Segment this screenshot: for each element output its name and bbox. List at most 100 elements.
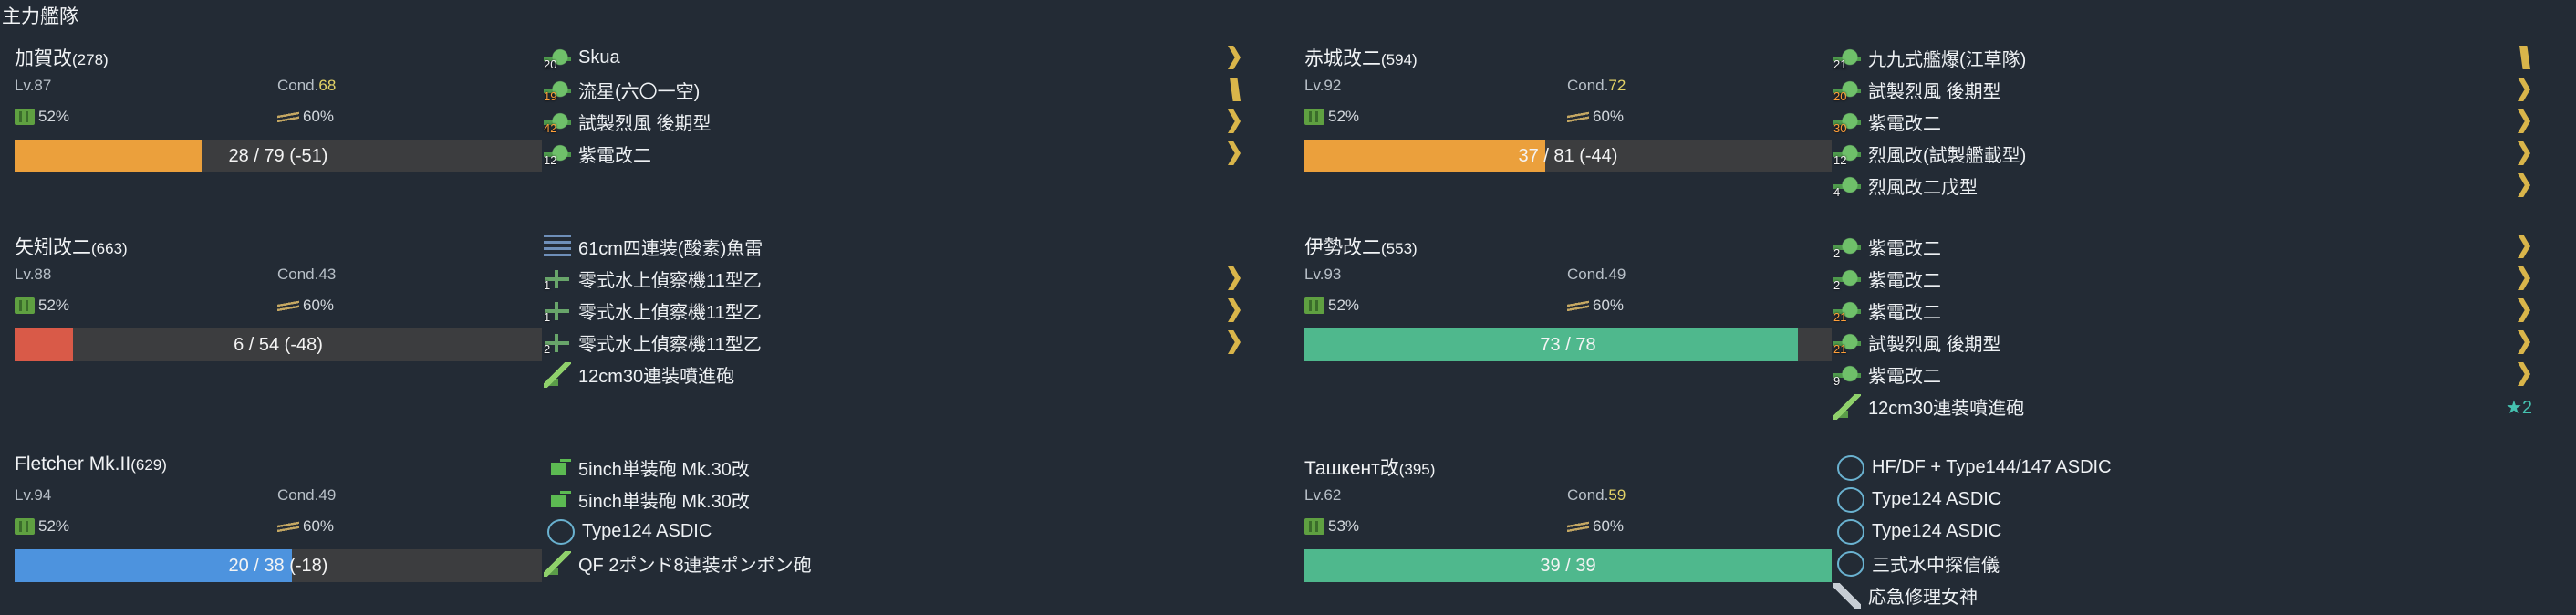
equipment-slot[interactable]: 20 試製烈風 後期型 <box>1833 74 2536 106</box>
equipment-name: 烈風改二戊型 <box>1868 178 1978 198</box>
ship-card[interactable]: 矢矧改二(663) Lv.88 Cond.43 52% 60% 6 / 54 (… <box>0 189 1286 388</box>
fuel-status: 52% <box>1304 297 1359 315</box>
slot-count: 21 <box>1833 309 1847 324</box>
ship-name[interactable]: 矢矧改二(663) <box>15 233 128 260</box>
cond-value: 43 <box>318 266 337 283</box>
equipment-slot[interactable]: 1 零式水上偵察機11型乙 <box>544 295 1246 327</box>
ammo-icon <box>277 300 299 311</box>
equipment-slot[interactable]: 20 Skua <box>544 42 1246 74</box>
equipment-slot[interactable]: 5inch単装砲 Mk.30改 <box>544 484 1246 516</box>
ship-name-text: 加賀改 <box>15 48 72 69</box>
equipment-name: QF 2ポンド8連装ポンポン砲 <box>578 556 812 576</box>
equipment-slot[interactable]: 21 試製烈風 後期型 <box>1833 327 2536 359</box>
equipment-slot[interactable]: Type124 ASDIC <box>1833 484 2536 516</box>
fuel-status: 52% <box>1304 108 1359 126</box>
equipment-slot[interactable]: 4 烈風改二戊型 <box>1833 170 2536 202</box>
equipment-name: 応急修理女神 <box>1868 588 1978 608</box>
equipment-name: 烈風改(試製艦載型) <box>1868 146 2027 166</box>
equipment-slot[interactable]: 2 紫電改二 <box>1833 231 2536 263</box>
equipment-slot[interactable]: 1 零式水上偵察機11型乙 <box>544 263 1246 295</box>
ship-name-text: 伊勢改二 <box>1304 237 1381 258</box>
equipment-slot[interactable]: 42 試製烈風 後期型 <box>544 106 1246 138</box>
hp-bar: 6 / 54 (-48) <box>15 328 542 361</box>
equipment-slot[interactable]: 21 九九式艦爆(江草隊) <box>1833 42 2536 74</box>
ship-level: Lv.93 <box>1304 266 1342 283</box>
equipment-slot[interactable]: Type124 ASDIC <box>544 516 1246 547</box>
equipment-slot[interactable]: 19 流星(六〇一空) <box>544 74 1246 106</box>
proficiency-chevron-icon <box>1228 298 1241 322</box>
equipment-slot[interactable]: 9 紫電改二 <box>1833 359 2536 391</box>
equipment-slot[interactable]: 12cm30連装噴進砲 ★2 <box>1833 391 2536 422</box>
equipment-slot[interactable]: 12cm30連装噴進砲 <box>544 359 1246 391</box>
equipment-name: 零式水上偵察機11型乙 <box>578 271 762 291</box>
hp-bar-fill <box>1304 140 1546 172</box>
hp-bar: 73 / 78 <box>1304 328 1832 361</box>
ship-name-text: 矢矧改二 <box>15 237 91 258</box>
ship-name[interactable]: 加賀改(278) <box>15 44 109 71</box>
ship-name[interactable]: Fletcher Mk.II(629) <box>15 453 167 475</box>
hp-bar: 28 / 79 (-51) <box>15 140 542 172</box>
slot-count: 12 <box>1833 152 1847 167</box>
ammo-value: 60% <box>303 297 335 314</box>
equipment-name: 試製烈風 後期型 <box>1868 335 2001 355</box>
proficiency-bar-icon <box>2519 46 2530 69</box>
proficiency-chevron-icon <box>1228 266 1241 290</box>
equipment-slot[interactable]: 12 烈風改(試製艦載型) <box>1833 138 2536 170</box>
equipment-slot[interactable]: 12 紫電改二 <box>544 138 1246 170</box>
ammo-icon <box>1567 111 1589 122</box>
equipment-slot[interactable]: Type124 ASDIC <box>1833 516 2536 547</box>
equipment-name: 紫電改二 <box>1868 367 1941 387</box>
fuel-status: 52% <box>15 108 69 126</box>
equipment-slot[interactable]: 三式水中探信儀 <box>1833 547 2536 579</box>
ammo-status: 60% <box>277 108 334 126</box>
fuel-icon <box>1304 297 1324 314</box>
fuel-icon <box>15 297 35 314</box>
seaplane-icon: 1 <box>544 297 571 324</box>
sonar-icon <box>1837 518 1864 545</box>
plane-icon: 20 <box>544 45 571 71</box>
ammo-status: 60% <box>1567 517 1624 536</box>
equipment-name: Type124 ASDIC <box>582 521 712 541</box>
ship-card[interactable]: 伊勢改二(553) Lv.93 Cond.49 52% 60% 73 / 78 … <box>1290 189 2576 420</box>
sonar-icon <box>1837 454 1864 481</box>
plane-icon: 42 <box>544 109 571 135</box>
ship-card[interactable]: 赤城改二(594) Lv.92 Cond.72 52% 60% 37 / 81 … <box>1290 0 2576 199</box>
fuel-value: 52% <box>1328 108 1360 125</box>
plane-icon: 21 <box>1833 45 1861 71</box>
equipment-slot[interactable]: 応急修理女神 <box>1833 579 2536 611</box>
ship-name[interactable]: Ташкент改(395) <box>1304 453 1435 481</box>
ammo-value: 60% <box>1593 297 1625 314</box>
ship-card[interactable]: 加賀改(278) Lv.87 Cond.68 52% 60% 28 / 79 (… <box>0 0 1286 182</box>
equipment-slot[interactable]: 2 零式水上偵察機11型乙 <box>544 327 1246 359</box>
hp-bar-fill <box>15 328 74 361</box>
slot-count: 30 <box>1833 120 1847 135</box>
fuel-value: 52% <box>1328 297 1360 314</box>
ship-level: Lv.87 <box>15 77 52 94</box>
ammo-value: 60% <box>303 517 335 535</box>
ammo-icon <box>1567 300 1589 311</box>
equipment-name: 九九式艦爆(江草隊) <box>1868 50 2027 70</box>
equipment-slot[interactable]: HF/DF + Type144/147 ASDIC <box>1833 452 2536 484</box>
ship-condition: Cond.59 <box>1567 486 1626 505</box>
equipment-slot[interactable]: 61cm四連装(酸素)魚雷 <box>544 231 1246 263</box>
slot-count: 2 <box>1833 245 1841 260</box>
equipment-slot[interactable]: 21 紫電改二 <box>1833 295 2536 327</box>
ammo-icon <box>1567 521 1589 532</box>
cond-label: Cond. <box>277 266 319 283</box>
fuel-status: 53% <box>1304 517 1359 536</box>
cond-label: Cond. <box>1567 77 1609 94</box>
improvement-star: ★2 <box>2505 398 2532 418</box>
ammo-value: 60% <box>1593 108 1625 125</box>
equipment-slot[interactable]: 30 紫電改二 <box>1833 106 2536 138</box>
equipment-slot[interactable]: 2 紫電改二 <box>1833 263 2536 295</box>
ship-card[interactable]: Ташкент改(395) Lv.62 Cond.59 53% 60% 39 /… <box>1290 410 2576 609</box>
gun-icon <box>544 454 571 481</box>
slot-count: 2 <box>1833 277 1841 292</box>
ship-name[interactable]: 伊勢改二(553) <box>1304 233 1418 260</box>
ship-card[interactable]: Fletcher Mk.II(629) Lv.94 Cond.49 52% 60… <box>0 410 1286 592</box>
ship-name[interactable]: 赤城改二(594) <box>1304 44 1418 71</box>
equipment-name: 零式水上偵察機11型乙 <box>578 303 762 323</box>
equipment-slot[interactable]: 5inch単装砲 Mk.30改 <box>544 452 1246 484</box>
equipment-slot[interactable]: QF 2ポンド8連装ポンポン砲 <box>544 547 1246 579</box>
proficiency-chevron-icon <box>1228 330 1241 354</box>
